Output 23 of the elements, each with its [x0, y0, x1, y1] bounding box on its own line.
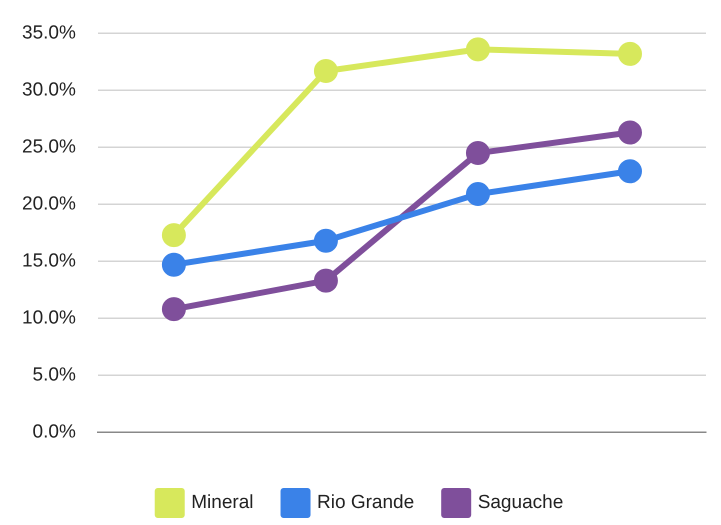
- legend-label: Rio Grande: [317, 492, 414, 514]
- point: [466, 141, 490, 166]
- y-tick-label: 20.0%: [22, 194, 76, 215]
- point: [162, 297, 186, 322]
- y-tick-label: 35.0%: [22, 22, 76, 44]
- y-tick-label: 0.0%: [32, 421, 76, 442]
- legend-label: Mineral: [191, 492, 254, 514]
- point: [618, 42, 642, 66]
- y-tick-label: 5.0%: [32, 364, 76, 386]
- y-tick-label: 10.0%: [22, 307, 76, 328]
- point: [466, 182, 490, 206]
- y-tick-label: 25.0%: [22, 136, 76, 158]
- point: [618, 159, 642, 184]
- legend-label: Saguache: [478, 492, 564, 514]
- point: [162, 252, 186, 277]
- point: [314, 268, 338, 293]
- point: [466, 37, 490, 62]
- point: [314, 59, 338, 83]
- y-tick-label: 30.0%: [22, 80, 76, 101]
- y-tick-label: 15.0%: [22, 250, 76, 272]
- point: [162, 223, 186, 248]
- point: [314, 228, 338, 253]
- point: [618, 120, 642, 145]
